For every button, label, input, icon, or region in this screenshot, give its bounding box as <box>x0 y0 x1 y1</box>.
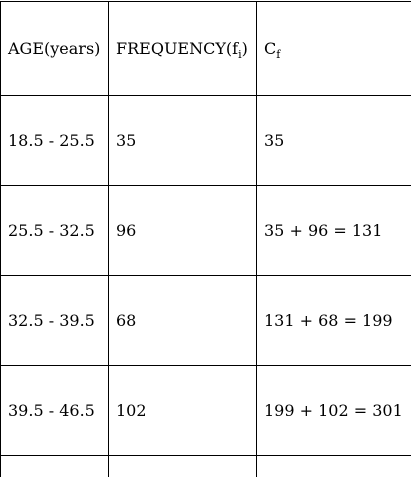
table-row: 39.5 - 46.5 102 199 + 102 = 301 <box>0 365 411 456</box>
cell-cumulative-frequency: 35 + 96 = 131 <box>256 185 411 276</box>
table-row-partial <box>0 455 411 477</box>
header-age: AGE(years) <box>0 1 109 96</box>
table-row: 18.5 - 25.5 35 35 <box>0 95 411 186</box>
cell-age: 39.5 - 46.5 <box>0 365 109 456</box>
header-frequency-subscript: i <box>238 48 242 61</box>
cell-cumulative-frequency: 35 <box>256 95 411 186</box>
cell-frequency: 96 <box>108 185 257 276</box>
header-frequency-close: ) <box>241 39 248 58</box>
cell-empty <box>256 455 411 477</box>
cell-empty <box>108 455 257 477</box>
header-cf-subscript: f <box>276 48 281 61</box>
table-row: 32.5 - 39.5 68 131 + 68 = 199 <box>0 275 411 366</box>
header-frequency: FREQUENCY(fi) <box>108 1 257 96</box>
cell-frequency: 68 <box>108 275 257 366</box>
cell-cumulative-frequency: 199 + 102 = 301 <box>256 365 411 456</box>
header-age-label: AGE(years) <box>8 39 101 58</box>
cell-frequency: 35 <box>108 95 257 186</box>
cell-age: 18.5 - 25.5 <box>0 95 109 186</box>
cell-age: 25.5 - 32.5 <box>0 185 109 276</box>
cell-frequency: 102 <box>108 365 257 456</box>
cell-cumulative-frequency: 131 + 68 = 199 <box>256 275 411 366</box>
cell-empty <box>0 455 109 477</box>
header-cf-label: C <box>264 39 277 58</box>
header-frequency-label: FREQUENCY(f <box>116 39 239 58</box>
cell-age: 32.5 - 39.5 <box>0 275 109 366</box>
table-row: 25.5 - 32.5 96 35 + 96 = 131 <box>0 185 411 276</box>
header-cumulative-frequency: Cf <box>256 1 411 96</box>
table-header-row: AGE(years) FREQUENCY(fi) Cf <box>0 1 411 96</box>
